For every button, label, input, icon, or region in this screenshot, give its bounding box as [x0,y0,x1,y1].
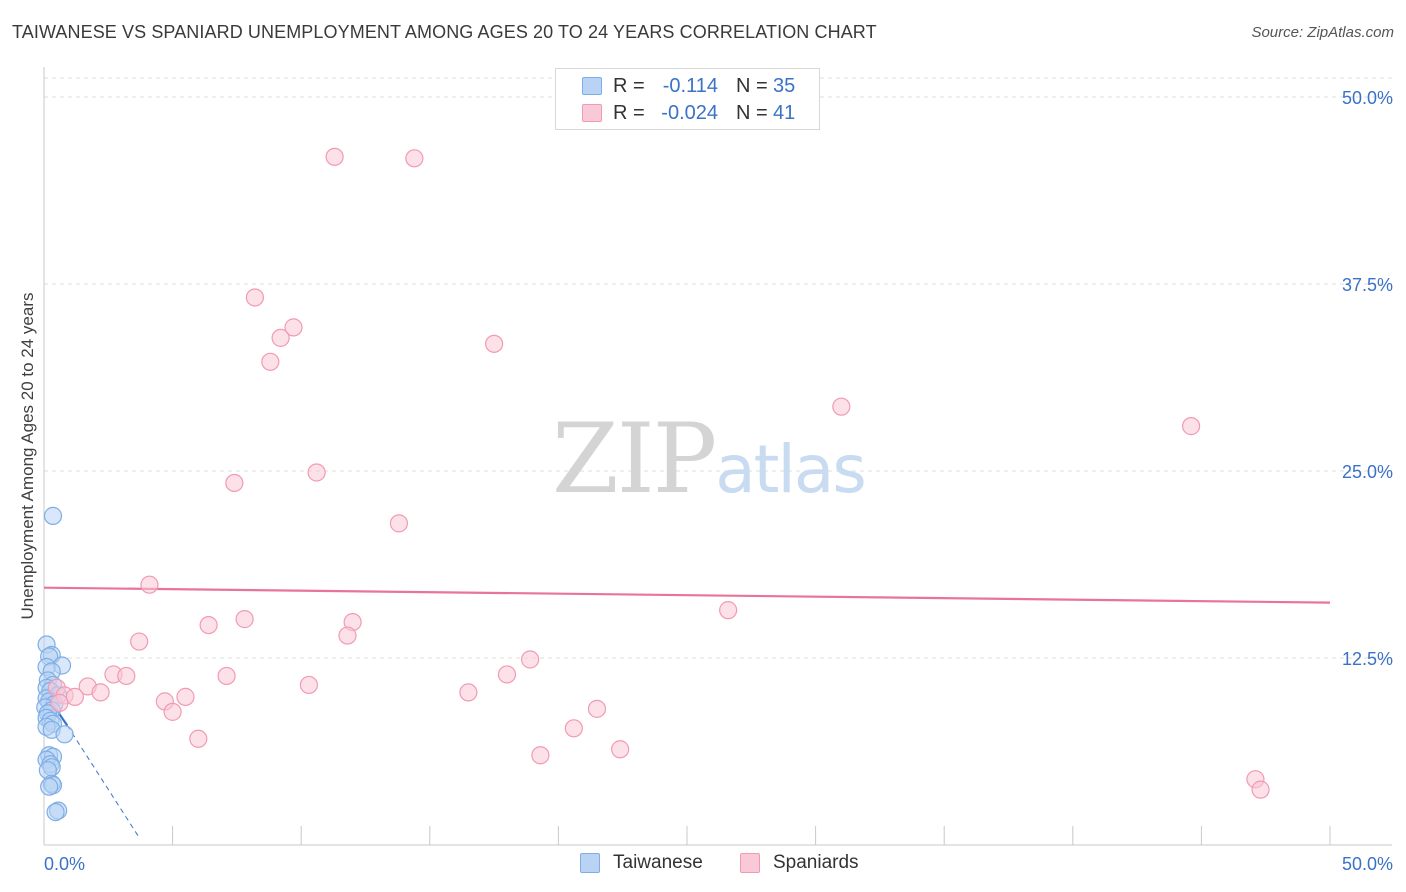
data-point [459,683,478,702]
legend-row-taiwanese: R = -0.114 N = 35 [556,74,819,100]
data-point [1251,780,1270,799]
data-point [719,601,738,620]
y-axis-label: Unemployment Among Ages 20 to 24 years [18,292,37,620]
data-point [91,683,110,702]
data-point [235,610,254,629]
data-point [271,328,290,347]
data-point [55,725,74,744]
data-point [284,318,303,337]
watermark-zip: ZIP [552,403,717,515]
series-taiwanese [36,506,74,822]
data-point [43,506,63,525]
data-point [1182,417,1201,436]
data-point [50,693,69,712]
data-point [325,147,344,166]
data-point [307,463,326,482]
data-point [65,687,84,706]
data-point [564,719,583,738]
data-point [405,149,424,168]
bottom-legend-swatch-taiwanese [580,853,600,873]
data-point [497,665,517,684]
series-spaniards [47,147,1270,799]
data-point [531,746,550,765]
trend-line-spaniards [43,586,1331,604]
legend-row-spaniards: R = -0.024 N = 41 [556,101,819,127]
y-tick-label: 25.0% [1342,462,1393,482]
tick-labels: 12.5% 25.0% 37.5% 50.0% 0.0% 50.0% [44,88,1393,874]
data-point [832,397,851,416]
legend-swatch-taiwanese [582,77,602,95]
data-point [40,777,59,796]
y-tick-label: 12.5% [1342,649,1393,669]
data-point [521,650,540,669]
gridlines [44,77,1392,659]
data-point [338,626,357,645]
x-tick-label: 0.0% [44,854,85,874]
trend-lines [43,586,1331,838]
data-point [117,666,136,686]
watermark: ZIPatlas [552,403,867,515]
legend-r-label: R = [613,75,645,97]
legend-n-value: 41 [773,102,796,124]
data-point [199,615,218,635]
y-tick-label: 37.5% [1342,275,1393,295]
x-tick-label: 50.0% [1342,854,1393,874]
data-point [299,675,319,695]
legend-n-label: N = [736,75,768,97]
y-tick-label: 50.0% [1342,88,1393,108]
data-point [485,334,504,353]
source-label: Source: ZipAtlas.com [1251,24,1394,41]
correlation-legend: R = -0.114 N = 35 R = -0.024 N = 41 [555,68,820,130]
legend-r-label: R = [613,102,645,124]
data-point [163,702,182,721]
legend-n-label: N = [736,102,768,124]
bottom-legend-label: Taiwanese [613,852,703,873]
legend-swatch-spaniards [582,104,602,122]
legend-r-value: -0.024 [661,102,718,124]
data-point [389,514,409,533]
legend-r-value: -0.114 [662,75,718,97]
trend-line-extension-taiwanese [66,725,140,838]
data-point [176,687,195,706]
data-point [140,575,159,594]
chart-title: TAIWANESE VS SPANIARD UNEMPLOYMENT AMONG… [12,22,877,42]
bottom-legend-label: Spaniards [773,852,859,873]
data-point [611,740,630,759]
data-points [36,147,1270,822]
data-point [130,632,149,651]
data-point [189,729,208,748]
data-point [217,666,236,686]
data-point [245,288,265,307]
data-point [46,802,65,822]
legend-n-value: 35 [773,75,796,97]
data-point [587,699,607,718]
bottom-legend-swatch-spaniards [740,853,760,873]
data-point [225,473,244,493]
data-point [261,352,280,371]
watermark-atlas: atlas [715,431,866,508]
